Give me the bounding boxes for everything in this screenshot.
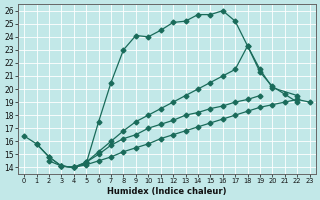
X-axis label: Humidex (Indice chaleur): Humidex (Indice chaleur) bbox=[107, 187, 227, 196]
